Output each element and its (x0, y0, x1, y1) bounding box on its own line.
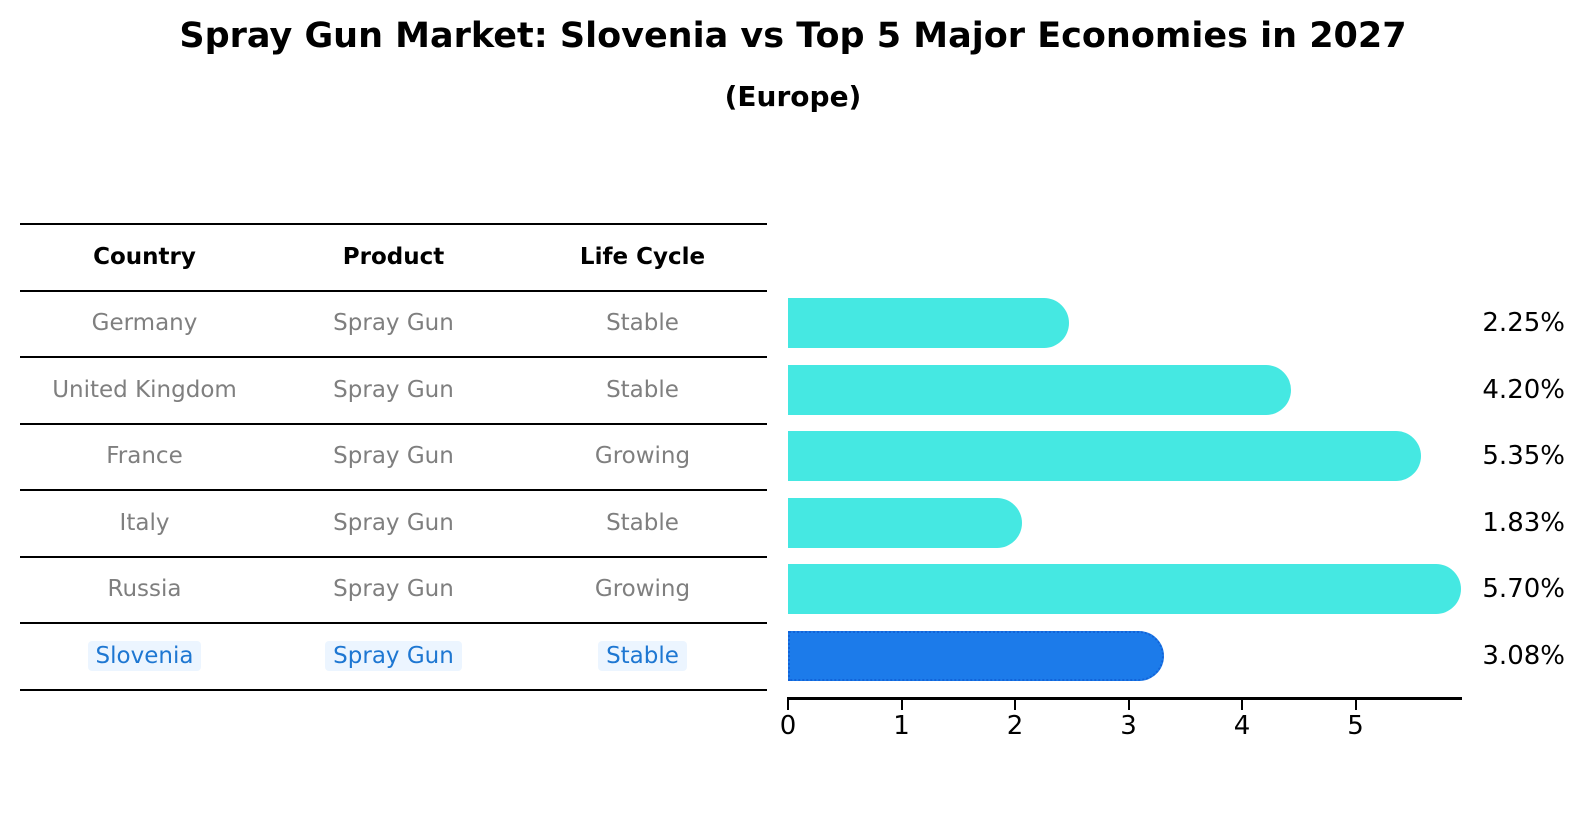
table-row-slovenia: Slovenia Spray Gun Stable (20, 636, 767, 676)
cell-country: Slovenia (20, 640, 269, 671)
value-label-slovenia: 3.08% (1482, 640, 1565, 671)
x-tick-mark (1241, 700, 1243, 710)
bar-united-kingdom (788, 364, 1291, 415)
table-rule (20, 622, 767, 624)
x-tick-label: 4 (1233, 711, 1251, 741)
cell-country: Germany (91, 310, 198, 336)
x-tick-mark (900, 700, 903, 710)
cell-life-cycle: Growing (594, 443, 691, 469)
cell-product: Spray Gun (333, 443, 454, 469)
bar-germany (788, 298, 1070, 348)
x-tick-label: 2 (1006, 711, 1024, 741)
cell-product: Spray Gun (333, 376, 454, 403)
cell-country: Russia (107, 576, 182, 602)
cell-country: France (106, 443, 183, 469)
cell-product: Spray Gun (333, 310, 454, 336)
cell-life-cycle: Growing (594, 576, 691, 602)
x-tick-label: 3 (1120, 711, 1137, 741)
x-tick-label: 1 (893, 711, 910, 741)
table-row-italy: Italy Spray Gun Stable (20, 503, 767, 543)
chart-subtitle: (Europe) (724, 80, 862, 113)
table-rule (20, 555, 767, 558)
table-row-france: France Spray Gun Growing (20, 436, 767, 476)
column-header-product: Product (342, 244, 445, 270)
x-tick-mark (787, 700, 789, 710)
bar-italy (788, 497, 1022, 548)
x-tick-mark (1354, 700, 1357, 710)
value-label-russia: 5.70% (1482, 574, 1565, 604)
table-header-row: Country Product Life Cycle (20, 237, 767, 277)
cell-product: Spray Gun (333, 509, 454, 536)
value-label-italy: 1.83% (1482, 507, 1565, 538)
table-row-russia: Russia Spray Gun Growing (20, 569, 767, 609)
x-tick-mark (1014, 700, 1016, 710)
cell-product: Spray Gun (269, 640, 518, 671)
cell-product: Spray Gun (333, 576, 454, 602)
value-label-germany: 2.25% (1482, 308, 1565, 338)
table-rule (20, 223, 767, 225)
x-tick-label: 0 (779, 711, 797, 741)
x-tick-label: 5 (1347, 711, 1364, 741)
table-rule (20, 356, 767, 358)
bar-slovenia (788, 630, 1164, 681)
table-row-united-kingdom: United Kingdom Spray Gun Stable (20, 370, 767, 410)
bar-france (788, 431, 1422, 481)
table-rule (20, 422, 767, 425)
value-label-france: 5.35% (1482, 441, 1565, 471)
cell-country: United Kingdom (52, 376, 237, 403)
chart-title: Spray Gun Market: Slovenia vs Top 5 Majo… (179, 16, 1407, 56)
value-label-united-kingdom: 4.20% (1482, 374, 1565, 405)
table-rule (20, 688, 767, 691)
cell-life-cycle: Stable (518, 640, 767, 671)
cell-life-cycle: Stable (606, 310, 679, 336)
cell-life-cycle: Stable (606, 376, 679, 403)
column-header-country: Country (93, 244, 196, 270)
column-header-life-cycle: Life Cycle (579, 244, 706, 270)
x-tick-mark (1127, 700, 1130, 710)
cell-life-cycle: Stable (606, 509, 679, 536)
table-rule (20, 289, 767, 292)
table-row-germany: Germany Spray Gun Stable (20, 303, 767, 343)
x-axis-line (787, 697, 1462, 700)
cell-country: Italy (119, 509, 170, 536)
bar-russia (788, 564, 1461, 614)
table-rule (20, 489, 767, 491)
